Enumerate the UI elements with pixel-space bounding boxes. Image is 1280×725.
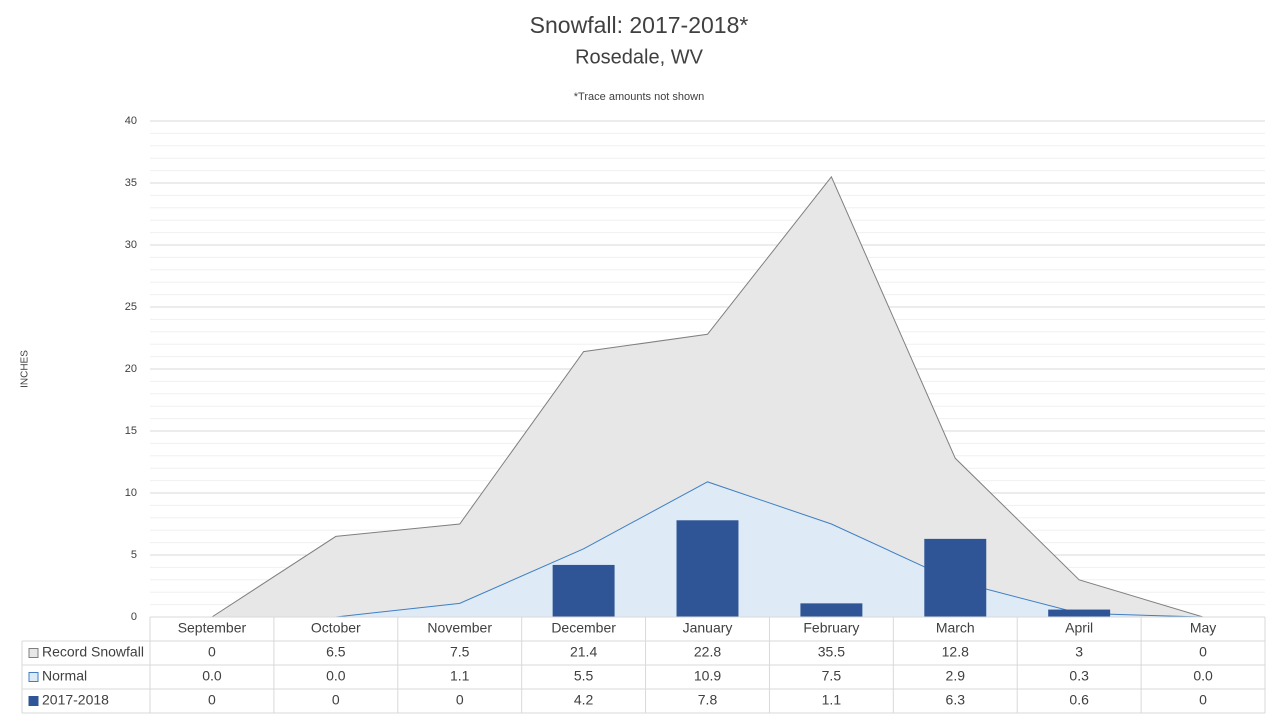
table-value: 1.1 <box>822 692 842 708</box>
y-tick-label: 5 <box>131 549 137 561</box>
table-value: 7.5 <box>822 668 842 684</box>
legend-key <box>28 672 39 682</box>
legend-key <box>28 696 39 706</box>
table-value: 22.8 <box>694 644 721 660</box>
legend-label: 2017-2018 <box>42 692 109 708</box>
table-value: 12.8 <box>942 644 969 660</box>
table-value: 7.5 <box>450 644 470 660</box>
table-value: 0.6 <box>1069 692 1089 708</box>
x-tick-label: May <box>1190 620 1216 636</box>
x-tick-label: September <box>178 620 247 636</box>
y-tick-label: 10 <box>125 487 137 499</box>
table-value: 0 <box>1199 644 1207 660</box>
table-value: 0.3 <box>1069 668 1089 684</box>
chart-note: *Trace amounts not shown <box>574 91 704 103</box>
x-tick-label: April <box>1065 620 1093 636</box>
x-tick-label: January <box>683 620 733 636</box>
table-value: 7.8 <box>698 692 718 708</box>
y-tick-label: 35 <box>125 177 137 189</box>
table-value: 10.9 <box>694 668 721 684</box>
table-value: 3 <box>1075 644 1083 660</box>
table-value: 5.5 <box>574 668 594 684</box>
y-tick-label: 40 <box>125 115 137 127</box>
table-value: 0.0 <box>1193 668 1213 684</box>
bar <box>676 520 739 617</box>
bar <box>552 564 615 617</box>
table-value: 0 <box>456 692 464 708</box>
y-tick-label: 20 <box>125 363 137 375</box>
x-tick-label: February <box>803 620 859 636</box>
x-tick-label: October <box>311 620 361 636</box>
table-value: 35.5 <box>818 644 845 660</box>
table-value: 1.1 <box>450 668 470 684</box>
legend-key <box>28 648 39 658</box>
x-tick-label: March <box>936 620 975 636</box>
bar <box>924 538 987 617</box>
table-value: 0 <box>208 644 216 660</box>
table-value: 0 <box>332 692 340 708</box>
table-value: 0.0 <box>326 668 346 684</box>
y-tick-label: 0 <box>131 611 137 623</box>
x-tick-label: November <box>427 620 492 636</box>
y-tick-label: 30 <box>125 239 137 251</box>
area-line <box>211 175 1204 618</box>
table-value: 6.5 <box>326 644 346 660</box>
y-tick-label: 15 <box>125 425 137 437</box>
table-value: 0 <box>1199 692 1207 708</box>
legend-label: Normal <box>42 668 87 684</box>
bar <box>800 603 863 617</box>
table-value: 21.4 <box>570 644 597 660</box>
chart-title: Snowfall: 2017-2018* <box>530 12 749 38</box>
table-value: 4.2 <box>574 692 594 708</box>
area-line <box>211 481 1204 618</box>
table-value: 0.0 <box>202 668 222 684</box>
y-tick-label: 25 <box>125 301 137 313</box>
chart-subtitle: Rosedale, WV <box>575 46 703 68</box>
table-value: 6.3 <box>946 692 966 708</box>
legend-label: Record Snowfall <box>42 644 144 660</box>
table-value: 2.9 <box>946 668 966 684</box>
x-tick-label: December <box>551 620 616 636</box>
area-fill <box>211 176 1204 618</box>
table-value: 0 <box>208 692 216 708</box>
bar <box>1048 609 1111 617</box>
y-axis-label: INCHES <box>20 350 31 388</box>
